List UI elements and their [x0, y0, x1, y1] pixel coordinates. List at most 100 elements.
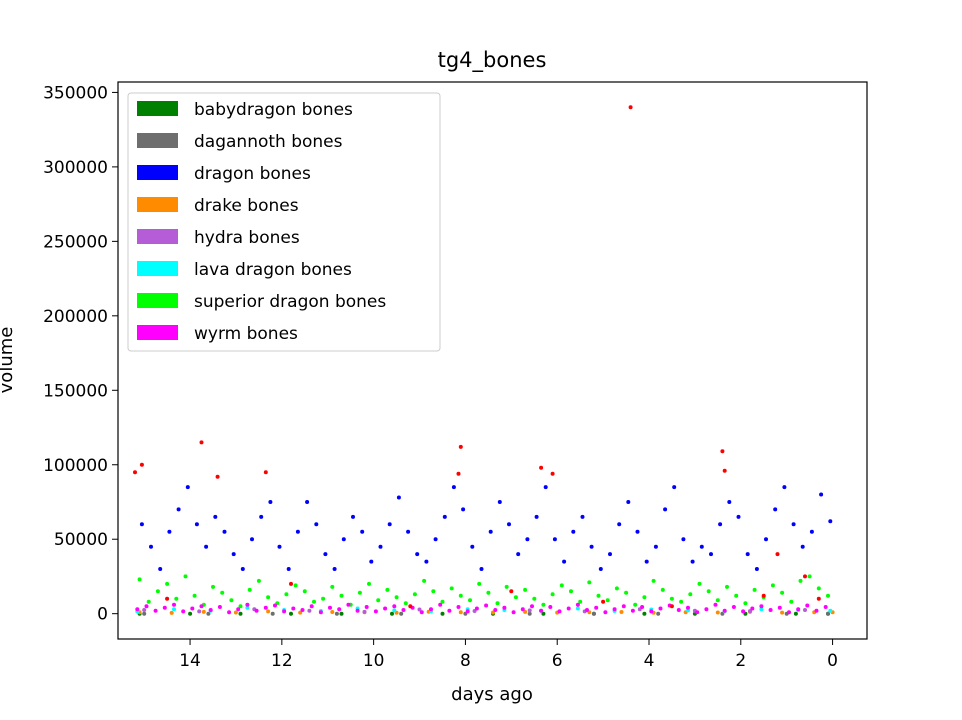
point-dagannoth-bones — [399, 611, 404, 616]
point-wyrm-bones — [208, 608, 213, 612]
point-wyrm-bones — [603, 610, 608, 615]
point-drake-bones — [780, 610, 785, 615]
point-superior-dragon-bones — [192, 593, 197, 598]
legend-label: babydragon bones — [194, 100, 353, 120]
point-drake-bones — [298, 610, 303, 615]
point-babydragon-bones — [642, 611, 647, 616]
point-dagannoth-bones — [656, 611, 661, 616]
point-dragon-bones — [396, 495, 401, 500]
point-superior-dragon-bones — [669, 596, 674, 601]
point-dragon-bones — [488, 529, 493, 534]
point-superior-dragon-bones — [587, 580, 592, 585]
point-series-8 — [408, 604, 413, 609]
point-series-8 — [289, 581, 293, 586]
point-dragon-bones — [433, 537, 438, 542]
point-dragon-bones — [369, 559, 374, 564]
point-babydragon-bones — [339, 611, 344, 616]
point-wyrm-bones — [291, 606, 296, 611]
point-superior-dragon-bones — [312, 599, 316, 604]
point-superior-dragon-bones — [174, 596, 179, 601]
point-dragon-bones — [497, 500, 502, 504]
point-wyrm-bones — [777, 605, 782, 610]
point-wyrm-bones — [511, 610, 516, 615]
point-dragon-bones — [213, 514, 218, 519]
point-wyrm-bones — [520, 607, 525, 612]
point-dragon-bones — [139, 522, 144, 527]
point-hydra-bones — [197, 609, 202, 614]
point-wyrm-bones — [676, 608, 681, 612]
point-dragon-bones — [378, 544, 383, 549]
point-wyrm-bones — [190, 606, 195, 611]
point-wyrm-bones — [300, 608, 305, 612]
point-superior-dragon-bones — [596, 593, 601, 598]
point-dragon-bones — [745, 552, 750, 557]
point-dragon-bones — [185, 485, 190, 490]
point-dragon-bones — [672, 485, 677, 490]
point-wyrm-bones — [594, 605, 599, 610]
y-tick-label: 100000 — [43, 456, 108, 476]
point-wyrm-bones — [649, 609, 654, 614]
point-drake-bones — [458, 610, 463, 615]
point-drake-bones — [201, 609, 206, 614]
legend-swatch — [137, 165, 178, 180]
point-wyrm-bones — [346, 602, 351, 607]
point-superior-dragon-bones — [440, 599, 445, 604]
point-dragon-bones — [231, 552, 236, 557]
point-hydra-bones — [803, 608, 807, 612]
point-wyrm-bones — [337, 607, 342, 612]
point-superior-dragon-bones — [826, 593, 830, 598]
point-dragon-bones — [552, 537, 557, 542]
point-wyrm-bones — [530, 604, 534, 609]
point-superior-dragon-bones — [293, 583, 298, 588]
point-dragon-bones — [222, 529, 227, 534]
point-dragon-bones — [277, 544, 282, 549]
legend-swatch — [137, 101, 178, 116]
point-superior-dragon-bones — [357, 590, 362, 595]
point-wyrm-bones — [548, 605, 553, 609]
point-dragon-bones — [571, 529, 576, 534]
point-dragon-bones — [314, 522, 319, 527]
point-wyrm-bones — [328, 605, 332, 610]
point-superior-dragon-bones — [394, 595, 399, 600]
point-dragon-bones — [589, 544, 594, 549]
point-superior-dragon-bones — [495, 601, 500, 606]
point-dragon-bones — [305, 500, 310, 504]
point-superior-dragon-bones — [284, 592, 289, 597]
point-superior-dragon-bones — [743, 601, 748, 606]
point-dragon-bones — [204, 544, 209, 549]
point-wyrm-bones — [465, 609, 470, 614]
x-tick-label: 6 — [552, 651, 563, 671]
point-wyrm-bones — [263, 605, 268, 610]
legend-label: lava dragon bones — [194, 260, 352, 280]
point-series-8 — [803, 574, 807, 579]
x-tick-label: 14 — [179, 651, 201, 671]
point-lava-dragon-bones — [172, 607, 176, 612]
point-dragon-bones — [341, 537, 346, 542]
legend-swatch — [137, 133, 178, 148]
point-series-8 — [550, 471, 555, 476]
point-wyrm-bones — [153, 608, 158, 613]
point-wyrm-bones — [731, 605, 736, 609]
point-superior-dragon-bones — [431, 589, 436, 594]
point-superior-dragon-bones — [752, 587, 757, 592]
point-series-8 — [669, 604, 674, 609]
point-dragon-bones — [690, 559, 695, 564]
point-dragon-bones — [598, 567, 603, 571]
point-dragon-bones — [543, 485, 548, 490]
point-babydragon-bones — [440, 611, 445, 616]
point-series-8 — [263, 470, 268, 475]
point-superior-dragon-bones — [532, 596, 537, 601]
point-hydra-bones — [417, 607, 422, 612]
point-drake-bones — [330, 610, 335, 614]
point-dragon-bones — [534, 514, 539, 519]
point-wyrm-bones — [640, 605, 645, 609]
point-wyrm-bones — [575, 602, 580, 607]
point-series-8 — [199, 440, 204, 445]
point-lava-dragon-bones — [759, 607, 764, 612]
point-wyrm-bones — [759, 604, 764, 609]
point-series-8 — [775, 552, 780, 557]
point-superior-dragon-bones — [458, 593, 463, 598]
point-babydragon-bones — [289, 611, 293, 616]
point-lava-dragon-bones — [828, 608, 833, 613]
point-dragon-bones — [764, 537, 768, 542]
